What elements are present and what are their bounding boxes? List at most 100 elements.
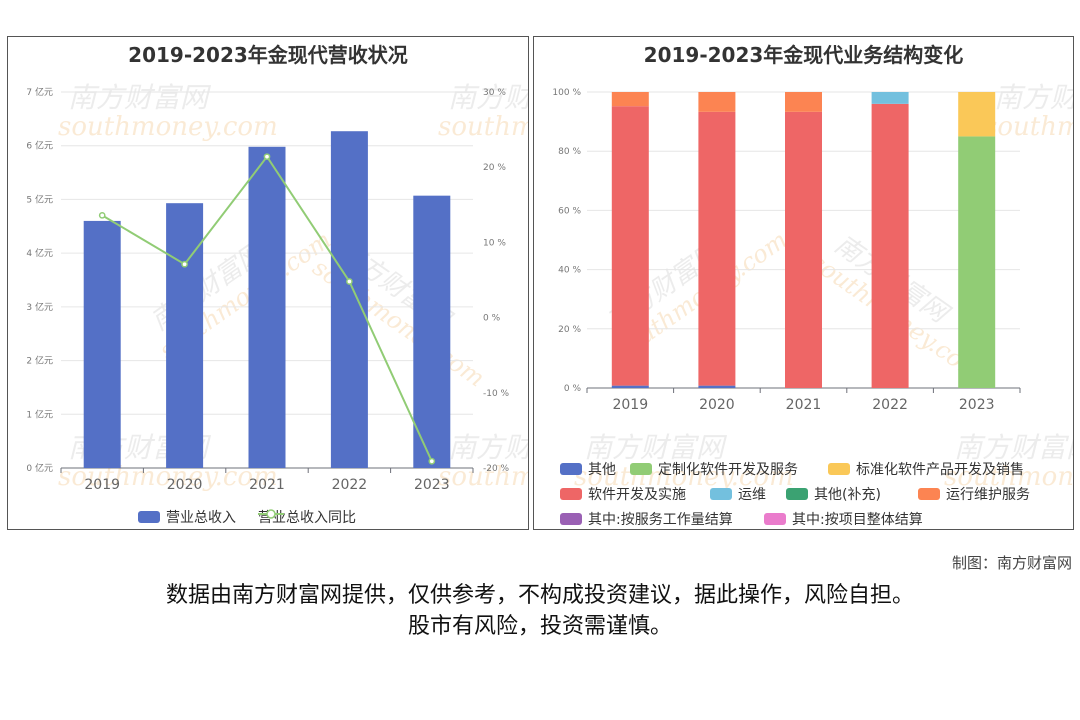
bar (83, 220, 121, 468)
watermark-text: 南方财富网 (584, 431, 728, 464)
y-axis-tick-label: 100 % (552, 88, 581, 98)
stacked-bar-segment (698, 111, 736, 386)
x-axis-tick-label: 2019 (84, 477, 120, 493)
y-axis-tick-label: 1 亿元 (26, 408, 53, 420)
stacked-bar-segment (958, 136, 996, 388)
y-axis-tick-label: 2 亿元 (26, 355, 53, 367)
bar (248, 146, 286, 468)
x-axis-tick-label: 2021 (786, 397, 822, 413)
y2-axis-tick-label: 20 % (483, 163, 506, 173)
y-axis-tick-label: 0 % (564, 384, 582, 394)
y2-axis-tick-label: 0 % (483, 314, 501, 324)
line-point (98, 211, 106, 219)
y2-axis-tick-label: -10 % (483, 389, 510, 399)
chart-legend: 营业总收入 营业总收入同比 (8, 507, 528, 527)
watermark-text: 南方财富网 (448, 81, 529, 114)
legend-swatch (786, 488, 808, 500)
watermark-text: 南方财富网 (68, 81, 212, 114)
legend-label: 营业总收入 (166, 510, 236, 526)
line-point (346, 278, 353, 285)
stacked-bar-segment (611, 106, 649, 386)
disclaimer-line-2: 股市有风险，投资需谨慎。 (407, 614, 672, 639)
stacked-bar-segment (785, 111, 822, 388)
legend-swatch (560, 463, 582, 475)
legend-swatch (560, 513, 582, 525)
y-axis-tick-label: 3 亿元 (26, 301, 53, 313)
x-axis-tick-label: 2022 (332, 477, 368, 493)
legend-item[interactable]: 其中:按项目整体结算 (764, 509, 923, 529)
legend-label: 定制化软件开发及服务 (658, 462, 798, 478)
legend-label: 软件开发及实施 (588, 487, 686, 503)
legend-item[interactable]: 定制化软件开发及服务 (630, 459, 798, 479)
y-axis-tick-label: 5 亿元 (26, 193, 53, 205)
legend-swatch (258, 509, 284, 519)
revenue-chart-panel: 2019-2023年金现代营收状况 南方财富网 southmoney.com 南方财… (7, 36, 529, 530)
x-axis-tick-label: 2019 (612, 397, 648, 413)
legend-label: 运行维护服务 (946, 487, 1030, 503)
legend-label: 其他(补充) (814, 487, 881, 503)
legend-item[interactable]: 其他(补充) (786, 484, 881, 504)
legend-label: 其他 (588, 462, 616, 478)
chart-credit: 制图：南方财富网 (951, 554, 1072, 572)
watermark-text: southmoney.com (944, 462, 1074, 492)
line-point (428, 457, 436, 465)
x-axis-tick-label: 2020 (167, 477, 203, 493)
stacked-bar-segment (785, 92, 822, 112)
watermark-text: 南方财富网 (994, 81, 1074, 114)
watermark-text: southmoney.com (984, 112, 1074, 142)
legend-swatch (828, 463, 850, 475)
y-axis-tick-label: 20 % (558, 325, 581, 335)
y-axis-tick-label: 7 亿元 (26, 86, 53, 98)
line-point (181, 260, 188, 268)
stacked-bar-segment (958, 92, 996, 137)
legend-swatch (630, 463, 652, 475)
stacked-bar-segment (698, 385, 736, 388)
watermark-text: southmoney.com (438, 462, 529, 492)
business-structure-chart: 南方财富网southmoney.com南方财富网southmoney.com南方… (552, 81, 1074, 492)
bar (166, 203, 204, 468)
y2-axis-tick-label: -20 % (483, 464, 510, 474)
watermark-text: southmoney.com (58, 112, 278, 142)
chart-title: 2019-2023年金现代营收状况 (128, 43, 408, 67)
x-axis-tick-label: 2020 (699, 397, 735, 413)
legend-item[interactable]: 标准化软件产品开发及销售 (828, 459, 1024, 479)
y-axis-tick-label: 60 % (558, 206, 581, 216)
x-axis-tick-label: 2022 (872, 397, 908, 413)
disclaimer: 数据由南方财富网提供，仅供参考，不构成投资建议，据此操作，风险自担。 股市有风险… (0, 580, 1080, 642)
y-axis-tick-label: 80 % (558, 147, 581, 157)
stacked-bar-segment (698, 92, 736, 112)
legend-label: 运维 (738, 487, 766, 503)
y2-axis-tick-label: 30 % (483, 88, 506, 98)
legend-item[interactable]: 其中:按服务工作量结算 (560, 509, 733, 529)
legend-item[interactable]: 营业总收入 (138, 507, 236, 527)
legend-swatch (560, 488, 582, 500)
chart-legend: 其他 定制化软件开发及服务 标准化软件产品开发及销售软件开发及实施 运维 其他(补充) 运… (534, 455, 1073, 529)
disclaimer-line-1: 数据由南方财富网提供，仅供参考，不构成投资建议，据此操作，风险自担。 (165, 583, 914, 608)
x-axis-tick-label: 2021 (249, 477, 285, 493)
legend-item[interactable]: 软件开发及实施 (560, 484, 686, 504)
y-axis-tick-label: 6 亿元 (26, 140, 53, 152)
chart-title: 2019-2023年金现代业务结构变化 (643, 43, 964, 67)
legend-label: 其中:按服务工作量结算 (588, 512, 733, 528)
y-axis-tick-label: 0 亿元 (26, 462, 53, 474)
watermark-text: southmoney.com (574, 462, 794, 492)
stacked-bar-segment (611, 385, 649, 388)
stacked-bar-segment (871, 92, 909, 104)
legend-item[interactable]: 运维 (710, 484, 766, 504)
legend-swatch (918, 488, 940, 500)
watermark-text: 南方财富网 (954, 431, 1074, 464)
line-point (263, 153, 271, 161)
legend-item[interactable]: 营业总收入同比 (258, 507, 356, 527)
legend-label: 其中:按项目整体结算 (792, 512, 923, 528)
y-axis-tick-label: 4 亿元 (26, 247, 53, 259)
legend-label: 标准化软件产品开发及销售 (856, 462, 1024, 478)
revenue-chart: 南方财富网southmoney.com南方财富网southmoney.com南方… (26, 81, 529, 493)
bar (413, 195, 451, 468)
stacked-bar-segment (871, 103, 909, 388)
watermark-text: southmoney.com (438, 112, 529, 142)
x-axis-tick-label: 2023 (959, 397, 995, 413)
legend-item[interactable]: 运行维护服务 (918, 484, 1030, 504)
legend-item[interactable]: 其他 (560, 459, 616, 479)
legend-swatch (764, 513, 786, 525)
legend-swatch (710, 488, 732, 500)
